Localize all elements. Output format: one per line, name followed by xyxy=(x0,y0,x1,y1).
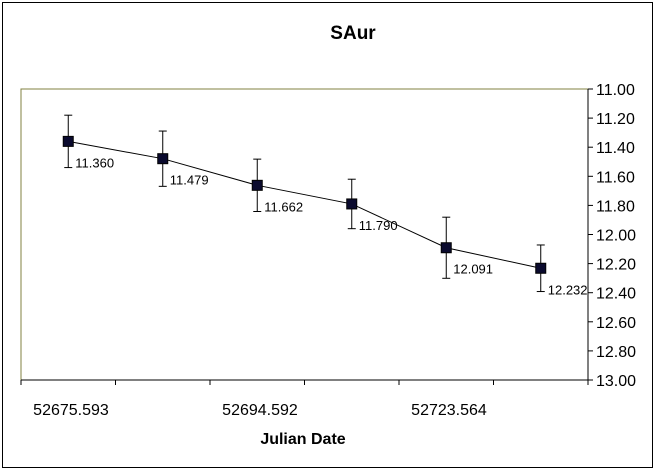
data-label: 11.790 xyxy=(359,218,398,233)
data-point xyxy=(440,242,452,254)
y-tick-label: 12.20 xyxy=(596,257,636,274)
y-tick-label: 11.20 xyxy=(596,111,635,128)
data-point xyxy=(62,135,74,147)
plot-area xyxy=(20,88,589,381)
chart-title: SAur xyxy=(330,23,376,44)
y-tick-label: 12.00 xyxy=(596,228,636,245)
data-label: 11.479 xyxy=(170,173,209,188)
y-tick-label: 11.80 xyxy=(596,198,635,215)
y-tick-label: 12.40 xyxy=(596,286,636,303)
y-tick-label: 11.00 xyxy=(596,82,635,99)
data-label: 12.232 xyxy=(548,282,588,297)
y-tick-label: 11.60 xyxy=(596,169,635,186)
data-label: 11.360 xyxy=(75,155,114,170)
data-label: 12.091 xyxy=(453,262,493,277)
x-tick-label: 52694.592 xyxy=(222,402,298,419)
series-line xyxy=(68,140,541,269)
x-tick-label: 52675.593 xyxy=(33,402,109,419)
y-tick-label: 12.60 xyxy=(596,315,636,332)
y-axis: 11.00 11.20 11.40 11.60 11.80 12.00 12.20 12.40… xyxy=(587,82,636,390)
y-tick-label: 13.00 xyxy=(596,373,636,390)
data-point xyxy=(346,198,358,210)
x-tick-label: 52723.564 xyxy=(411,402,487,419)
series-group: 11.360 11.479 11.662 11.790 12.091 12.232 xyxy=(62,114,588,297)
y-tick-label: 12.80 xyxy=(596,344,636,361)
x-axis: 52675.593 52694.592 52723.564 xyxy=(20,379,589,419)
y-tick-label: 11.40 xyxy=(596,140,635,157)
data-label: 11.662 xyxy=(264,199,303,214)
data-point xyxy=(535,262,547,274)
chart-frame: SAur 11.00 11.20 11.40 11.60 11.80 12.00 12.20… xyxy=(2,2,653,468)
data-point xyxy=(157,153,169,165)
chart: SAur 11.00 11.20 11.40 11.60 11.80 12.00 12.20… xyxy=(20,23,636,448)
x-axis-title: Julian Date xyxy=(260,431,345,448)
data-point xyxy=(251,179,263,191)
